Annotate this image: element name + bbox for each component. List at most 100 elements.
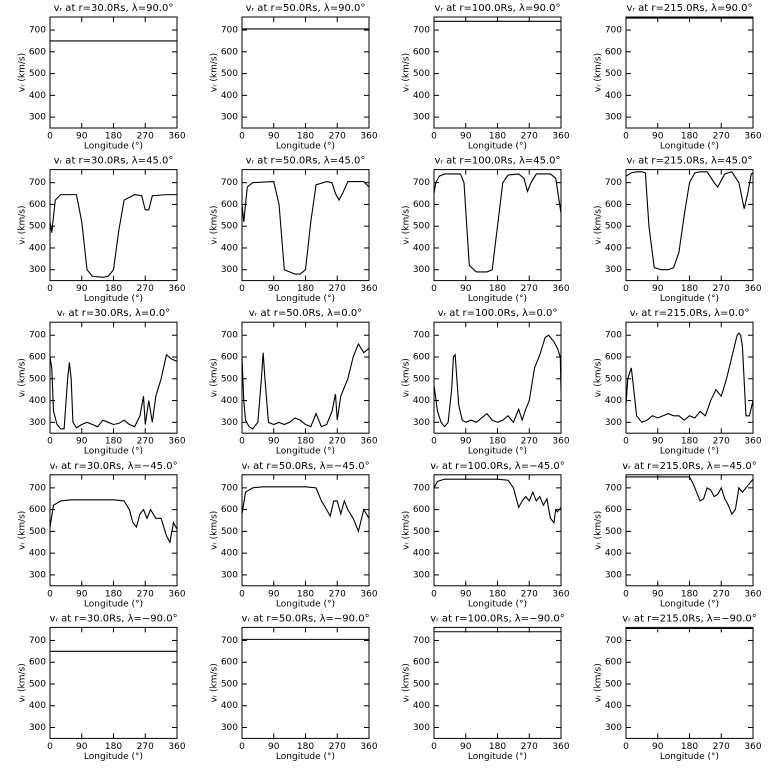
plot-frame	[625, 321, 754, 434]
plot-frame	[241, 474, 370, 587]
x-tick-label: 180	[105, 284, 122, 294]
x-tick-label: 360	[360, 437, 377, 447]
y-tick-label: 400	[413, 91, 430, 101]
panel-title: vᵣ at r=100.0Rs, λ=0.0°	[438, 308, 558, 319]
y-axis-label: vᵣ (km/s)	[594, 205, 604, 244]
plot-frame	[49, 321, 178, 434]
x-tick-label: 180	[489, 742, 506, 752]
x-tick-label: 270	[137, 589, 154, 599]
y-tick-label: 300	[413, 265, 430, 275]
plot-frame	[433, 474, 562, 587]
x-tick-label: 90	[76, 132, 88, 142]
y-tick-label: 700	[605, 331, 622, 341]
x-tick-label: 0	[239, 437, 245, 447]
x-tick-label: 90	[268, 742, 280, 752]
y-axis-label: vᵣ (km/s)	[402, 663, 412, 702]
y-tick-label: 500	[605, 527, 622, 537]
panel: vᵣ at r=50.0Rs, λ=−90.0° vᵣ (km/s) Longitu…	[210, 613, 378, 762]
panel-title: vᵣ at r=30.0Rs, λ=−90.0°	[49, 613, 177, 624]
data-line	[433, 478, 562, 525]
y-tick-label: 700	[605, 636, 622, 646]
plot-frame	[433, 321, 562, 434]
data-line	[241, 486, 370, 534]
y-tick-label: 400	[605, 549, 622, 559]
plot-frame	[433, 169, 562, 282]
y-tick-label: 400	[413, 243, 430, 253]
y-tick-label: 300	[29, 113, 46, 123]
x-tick-label: 90	[652, 284, 664, 294]
panel: vᵣ at r=30.0Rs, λ=−45.0° vᵣ (km/s) Longitu…	[18, 461, 186, 610]
y-tick-label: 300	[413, 113, 430, 123]
y-tick-label: 500	[221, 69, 238, 79]
y-axis-label: vᵣ (km/s)	[18, 205, 28, 244]
x-tick-label: 0	[623, 132, 629, 142]
x-tick-label: 180	[105, 132, 122, 142]
y-axis-label: vᵣ (km/s)	[18, 53, 28, 92]
x-axis-label: Longitude (°)	[276, 599, 335, 609]
x-tick-label: 360	[360, 132, 377, 142]
x-axis-label: Longitude (°)	[276, 142, 335, 152]
y-tick-label: 700	[29, 636, 46, 646]
panel: vᵣ at r=215.0Rs, λ=0.0° vᵣ (km/s) Longitud…	[594, 308, 762, 457]
y-tick-label: 600	[605, 658, 622, 668]
x-tick-label: 270	[137, 437, 154, 447]
x-tick-label: 270	[137, 742, 154, 752]
plot-frame	[433, 626, 562, 739]
y-tick-label: 500	[221, 374, 238, 384]
panel: vᵣ at r=215.0Rs, λ=−90.0° vᵣ (km/s) Longit…	[594, 613, 762, 762]
y-tick-label: 600	[413, 658, 430, 668]
panel-title: vᵣ at r=30.0Rs, λ=−45.0°	[49, 461, 177, 472]
y-tick-label: 700	[605, 483, 622, 493]
x-tick-label: 360	[744, 284, 761, 294]
y-tick-label: 700	[29, 331, 46, 341]
y-tick-label: 600	[413, 200, 430, 210]
y-tick-label: 500	[221, 222, 238, 232]
x-tick-label: 180	[489, 437, 506, 447]
panel: vᵣ at r=30.0Rs, λ=0.0° vᵣ (km/s) Longitude…	[18, 308, 186, 457]
y-tick-label: 500	[605, 374, 622, 384]
x-tick-label: 270	[329, 132, 346, 142]
x-tick-label: 180	[297, 437, 314, 447]
panel-title: vᵣ at r=50.0Rs, λ=−45.0°	[241, 461, 369, 472]
panel-title: vᵣ at r=30.0Rs, λ=90.0°	[54, 3, 174, 14]
x-tick-label: 0	[431, 437, 437, 447]
y-axis-label: vᵣ (km/s)	[594, 358, 604, 397]
x-axis-label: Longitude (°)	[660, 752, 719, 762]
y-tick-label: 400	[221, 91, 238, 101]
panel: vᵣ at r=100.0Rs, λ=−90.0° vᵣ (km/s) Longit…	[402, 613, 570, 762]
x-tick-label: 180	[489, 589, 506, 599]
x-tick-label: 90	[460, 589, 472, 599]
x-tick-label: 90	[76, 437, 88, 447]
y-tick-label: 400	[221, 243, 238, 253]
x-tick-label: 0	[431, 589, 437, 599]
panel: vᵣ at r=100.0Rs, λ=45.0° vᵣ (km/s) Longitu…	[402, 156, 570, 305]
x-tick-label: 0	[623, 284, 629, 294]
x-tick-label: 90	[652, 132, 664, 142]
panel-title: vᵣ at r=215.0Rs, λ=90.0°	[626, 3, 752, 14]
x-tick-label: 180	[681, 132, 698, 142]
y-tick-label: 500	[29, 374, 46, 384]
panel: vᵣ at r=215.0Rs, λ=45.0° vᵣ (km/s) Longitu…	[594, 156, 762, 305]
y-axis-label: vᵣ (km/s)	[18, 511, 28, 550]
x-tick-label: 360	[744, 132, 761, 142]
y-tick-label: 600	[29, 200, 46, 210]
x-tick-label: 360	[360, 742, 377, 752]
y-tick-label: 300	[413, 723, 430, 733]
y-tick-label: 400	[605, 91, 622, 101]
x-tick-label: 90	[76, 284, 88, 294]
y-tick-label: 500	[413, 527, 430, 537]
x-tick-label: 0	[239, 742, 245, 752]
data-line	[433, 173, 562, 273]
y-tick-label: 600	[413, 47, 430, 57]
x-tick-label: 360	[168, 132, 185, 142]
x-tick-label: 90	[268, 284, 280, 294]
x-tick-label: 0	[47, 132, 53, 142]
y-tick-label: 700	[221, 26, 238, 36]
x-tick-label: 90	[76, 589, 88, 599]
x-tick-label: 180	[681, 284, 698, 294]
x-axis-label: Longitude (°)	[84, 447, 143, 457]
data-line	[626, 476, 754, 516]
x-tick-label: 180	[681, 437, 698, 447]
panel-title: vᵣ at r=50.0Rs, λ=45.0°	[246, 156, 366, 167]
x-tick-label: 180	[105, 742, 122, 752]
